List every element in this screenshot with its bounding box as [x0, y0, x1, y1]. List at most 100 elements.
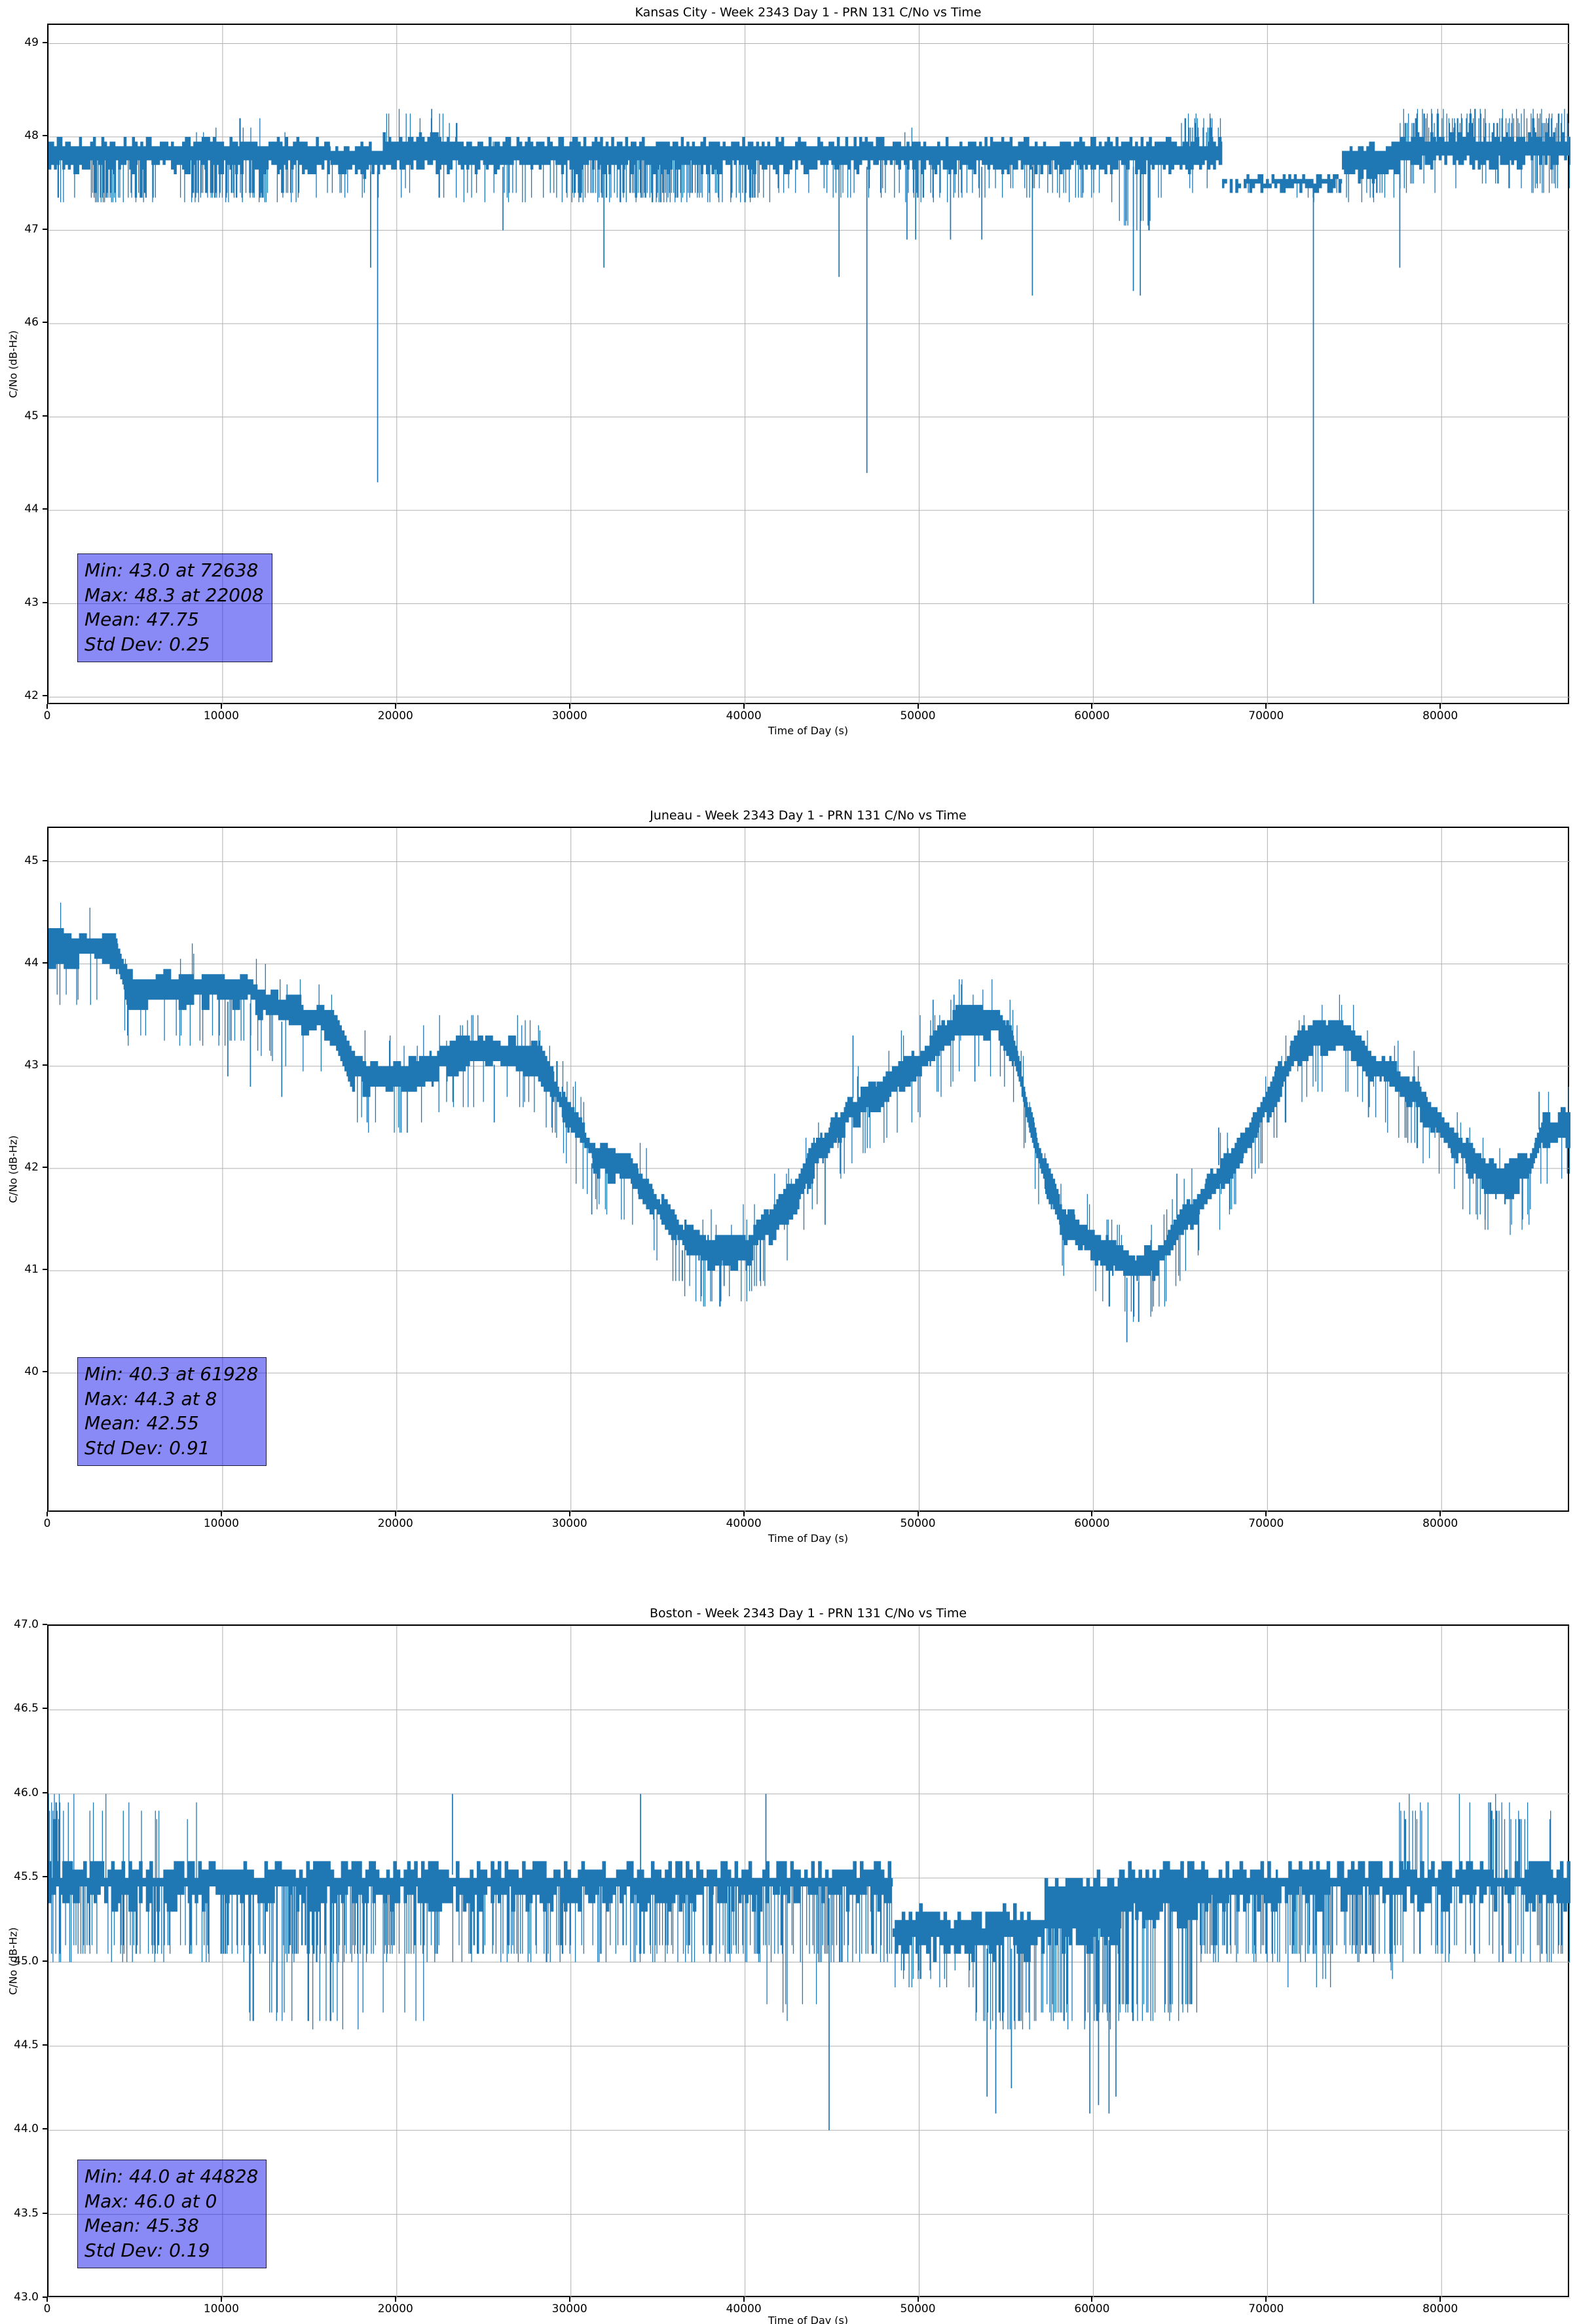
y-tick-label: 47.0 — [14, 1618, 39, 1631]
annotation-std: Std Dev: 0.25 — [84, 633, 210, 655]
x-tick-mark — [1265, 704, 1267, 709]
annotation-min: Min: 40.3 at 61928 — [84, 1363, 259, 1385]
y-tick-label: 44 — [24, 956, 39, 969]
chart-canvas — [48, 828, 1570, 1513]
annotation-box: Min: 43.0 at 72638 Max: 48.3 at 22008 Me… — [77, 553, 272, 663]
plot-area — [47, 1624, 1570, 2298]
x-tick-label: 60000 — [1074, 2302, 1110, 2315]
x-tick-label: 0 — [43, 709, 51, 722]
annotation-max: Max: 46.0 at 0 — [84, 2190, 217, 2212]
y-tick-label: 48 — [24, 129, 39, 143]
x-tick-mark — [743, 704, 745, 709]
y-tick-label: 44 — [24, 502, 39, 516]
y-tick-mark — [43, 1624, 47, 1625]
x-tick-label: 70000 — [1248, 709, 1284, 722]
x-axis-label: Time of Day (s) — [768, 724, 849, 737]
x-tick-mark — [394, 704, 396, 709]
y-tick-label: 46.5 — [14, 1702, 39, 1715]
y-tick-mark — [43, 1371, 47, 1373]
annotation-min: Min: 44.0 at 44828 — [84, 2165, 259, 2187]
x-tick-label: 60000 — [1074, 1517, 1110, 1530]
y-tick-label: 49 — [24, 35, 39, 49]
y-tick-mark — [43, 601, 47, 603]
y-tick-mark — [43, 415, 47, 417]
x-tick-mark — [1265, 2297, 1267, 2302]
y-tick-label: 45.0 — [14, 1954, 39, 1968]
y-tick-label: 43.5 — [14, 2206, 39, 2220]
y-tick-mark — [43, 322, 47, 324]
x-tick-mark — [568, 1512, 570, 1516]
annotation-max: Max: 44.3 at 8 — [84, 1387, 217, 1410]
x-tick-mark — [46, 1512, 48, 1516]
y-tick-label: 46 — [24, 316, 39, 329]
x-tick-mark — [917, 2297, 919, 2302]
y-tick-mark — [43, 695, 47, 697]
x-tick-mark — [743, 2297, 745, 2302]
series-line — [48, 903, 1570, 1322]
x-tick-label: 50000 — [900, 1517, 936, 1530]
annotation-min: Min: 43.0 at 72638 — [84, 559, 259, 581]
x-tick-label: 50000 — [900, 2302, 936, 2315]
x-tick-label: 40000 — [726, 709, 762, 722]
series-line — [48, 1793, 1570, 2030]
x-tick-mark — [1439, 2297, 1441, 2302]
chart-title: Kansas City - Week 2343 Day 1 - PRN 131 … — [635, 5, 982, 20]
x-tick-label: 10000 — [203, 709, 239, 722]
y-tick-mark — [43, 2044, 47, 2046]
chart-title: Boston - Week 2343 Day 1 - PRN 131 C/No … — [649, 1606, 967, 1621]
y-axis-label: C/No (dB-Hz) — [7, 329, 20, 398]
y-tick-label: 46.0 — [14, 1786, 39, 1799]
y-tick-mark — [43, 1166, 47, 1168]
x-tick-label: 80000 — [1422, 1517, 1458, 1530]
x-tick-label: 80000 — [1422, 2302, 1458, 2315]
x-tick-mark — [1439, 1512, 1441, 1516]
x-tick-mark — [46, 704, 48, 709]
y-tick-mark — [43, 41, 47, 43]
y-tick-mark — [43, 1960, 47, 1962]
x-tick-mark — [394, 2297, 396, 2302]
annotation-max: Max: 48.3 at 22008 — [84, 584, 264, 606]
x-tick-mark — [220, 1512, 222, 1516]
x-tick-mark — [568, 704, 570, 709]
x-tick-mark — [568, 2297, 570, 2302]
y-tick-label: 42 — [24, 1160, 39, 1174]
x-tick-mark — [917, 704, 919, 709]
y-tick-label: 42 — [24, 689, 39, 703]
plot-area — [47, 24, 1570, 705]
annotation-box: Min: 40.3 at 61928 Max: 44.3 at 8 Mean: … — [77, 1357, 267, 1467]
y-tick-label: 41 — [24, 1262, 39, 1276]
y-tick-mark — [43, 962, 47, 964]
x-tick-mark — [1091, 1512, 1093, 1516]
y-tick-mark — [43, 2212, 47, 2214]
series-spikes — [48, 1793, 1117, 2131]
x-tick-mark — [743, 1512, 745, 1516]
x-axis-label: Time of Day (s) — [768, 1532, 849, 1545]
series-spikes — [48, 933, 1540, 1343]
x-tick-label: 10000 — [203, 1517, 239, 1530]
annotation-mean: Mean: 42.55 — [84, 1412, 199, 1434]
annotation-mean: Mean: 47.75 — [84, 609, 199, 631]
chart-canvas — [48, 1626, 1570, 2298]
y-tick-mark — [43, 1876, 47, 1878]
chart-title: Juneau - Week 2343 Day 1 - PRN 131 C/No … — [650, 808, 967, 823]
y-tick-label: 45 — [24, 853, 39, 867]
x-tick-label: 20000 — [377, 2302, 413, 2315]
y-tick-mark — [43, 2296, 47, 2298]
x-tick-mark — [220, 704, 222, 709]
x-tick-label: 40000 — [726, 2302, 762, 2315]
x-tick-label: 0 — [43, 2302, 51, 2315]
y-tick-label: 47 — [24, 222, 39, 236]
x-tick-label: 40000 — [726, 1517, 762, 1530]
y-tick-label: 43.0 — [14, 2291, 39, 2304]
y-tick-label: 43 — [24, 1058, 39, 1072]
x-tick-mark — [1439, 704, 1441, 709]
annotation-std: Std Dev: 0.19 — [84, 2239, 210, 2261]
annotation-mean: Mean: 45.38 — [84, 2215, 199, 2237]
x-tick-label: 20000 — [377, 1517, 413, 1530]
plot-area — [47, 827, 1570, 1513]
y-tick-mark — [43, 859, 47, 861]
y-tick-mark — [43, 135, 47, 137]
y-tick-label: 44.5 — [14, 2038, 39, 2052]
x-tick-label: 0 — [43, 1517, 51, 1530]
